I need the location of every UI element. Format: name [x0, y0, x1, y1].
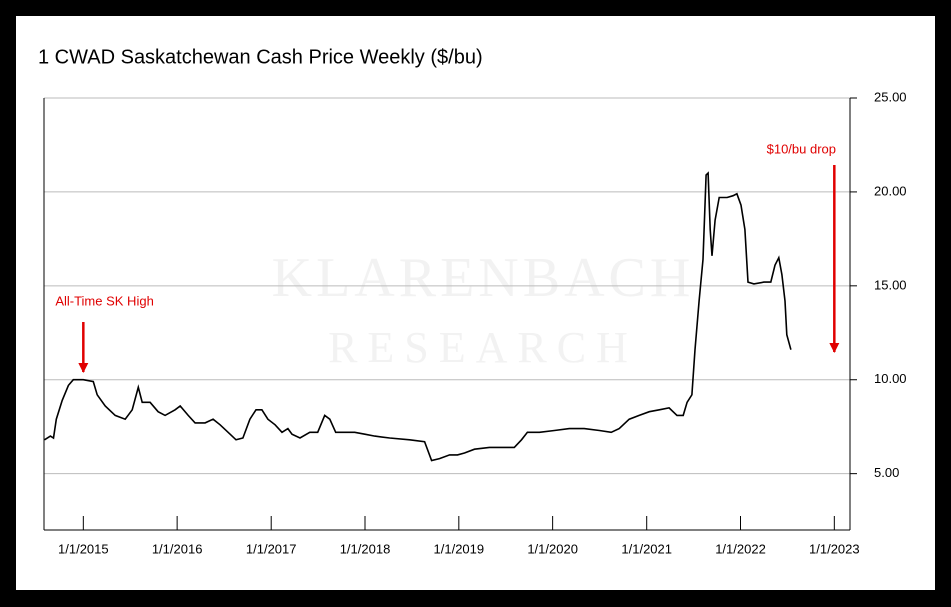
y-tick-label: 10.00	[874, 371, 907, 386]
y-tick-label: 20.00	[874, 183, 907, 198]
x-tick-label: 1/1/2022	[715, 541, 766, 556]
watermark: RESEARCH	[328, 323, 638, 372]
y-tick-label: 5.00	[874, 465, 899, 480]
y-tick-label: 25.00	[874, 89, 907, 104]
x-tick-label: 1/1/2019	[434, 541, 485, 556]
annotation: All-Time SK High	[55, 293, 153, 308]
chart-title: 1 CWAD Saskatchewan Cash Price Weekly ($…	[38, 46, 483, 68]
x-tick-label: 1/1/2021	[621, 541, 672, 556]
y-tick-label: 15.00	[874, 277, 907, 292]
x-tick-label: 1/1/2017	[246, 541, 297, 556]
price-line	[44, 171, 792, 462]
x-tick-label: 1/1/2015	[58, 541, 109, 556]
x-tick-label: 1/1/2020	[527, 541, 578, 556]
x-tick-label: 1/1/2018	[340, 541, 391, 556]
x-tick-label: 1/1/2023	[809, 541, 860, 556]
x-tick-label: 1/1/2016	[152, 541, 203, 556]
annotation: $10/bu drop	[767, 141, 836, 156]
watermark: KLARENBACH	[272, 247, 695, 309]
background	[16, 16, 935, 590]
